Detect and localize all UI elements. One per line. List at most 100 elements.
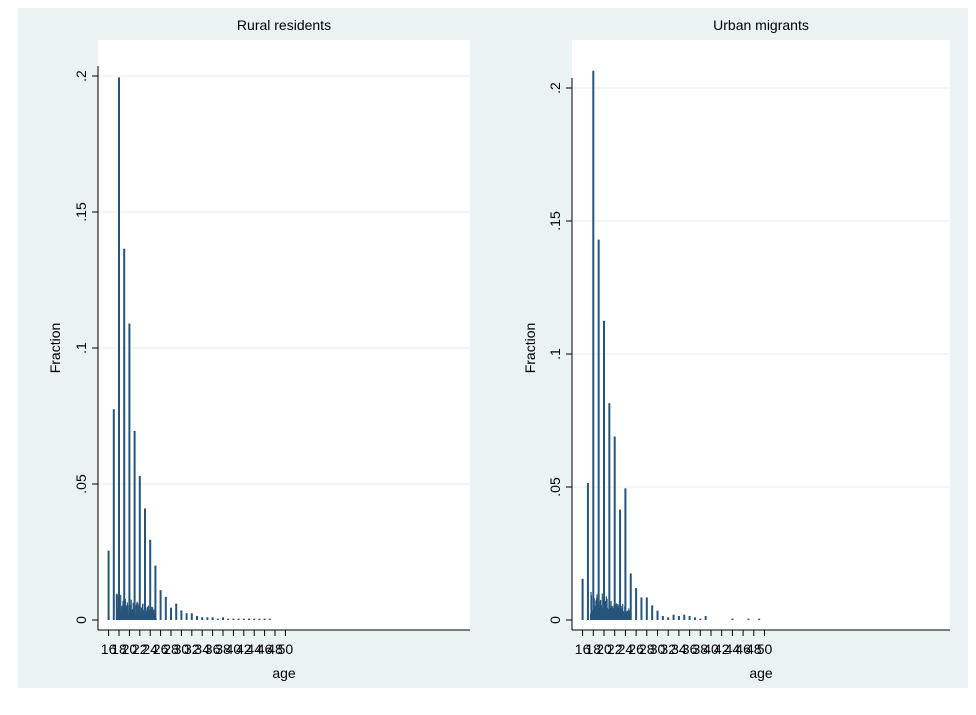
plot-area-urban [572, 40, 950, 630]
bar-age-39 [704, 616, 707, 620]
cluster-bar [595, 600, 597, 620]
grid-urban [572, 87, 950, 488]
x-tick-label: 24 [142, 641, 158, 657]
x-tick-label: 16 [575, 641, 591, 657]
bar-age-27 [640, 597, 643, 620]
cluster-bar [602, 608, 604, 620]
x-tick-label: 38 [215, 641, 231, 657]
cluster-bar [120, 594, 122, 620]
bar-age-20 [128, 323, 131, 620]
x-tick-label: 46 [257, 641, 273, 657]
x-tick-label: 36 [682, 641, 698, 657]
bar-age-18 [592, 70, 595, 620]
bar-age-45 [258, 618, 261, 620]
bar-age-23 [144, 508, 146, 620]
bar-age-46 [263, 618, 266, 620]
cluster-bar [151, 606, 153, 620]
y-tick-label: .2 [547, 82, 563, 94]
cluster-bar [141, 607, 143, 620]
y-axis-label-urban: Fraction [522, 323, 538, 374]
bar-age-40 [232, 618, 235, 620]
x-tick-label: 22 [132, 641, 148, 657]
bar-age-30 [656, 610, 659, 620]
bar-age-37 [216, 618, 219, 620]
bar-age-17 [112, 409, 115, 620]
x-tick-label: 28 [639, 641, 655, 657]
x-tick-label: 32 [660, 641, 676, 657]
bar-age-22 [613, 436, 616, 620]
cluster-bar [628, 610, 631, 620]
bar-age-42 [242, 618, 245, 620]
bar-age-16 [107, 550, 110, 620]
bar-age-21 [608, 403, 611, 620]
cluster-bar [145, 612, 148, 620]
bar-age-22 [138, 475, 141, 620]
cluster-bar [130, 599, 132, 620]
cluster-bar [628, 608, 630, 620]
y-tick-label: 0 [73, 616, 89, 624]
x-tick-label: 42 [236, 641, 252, 657]
panel-rural: Rural residents Fraction age 16182022242… [47, 17, 470, 681]
cluster-bar [116, 593, 118, 620]
bar-age-43 [248, 618, 250, 620]
x-tick-label: 38 [693, 641, 709, 657]
y-tick-label: .15 [73, 202, 89, 222]
bar-age-37 [693, 617, 696, 620]
bar-age-32 [190, 613, 193, 620]
bar-age-31 [185, 613, 188, 620]
bar-age-25 [154, 565, 157, 620]
x-tick-label: 30 [650, 641, 666, 657]
x-axis-label-rural: age [272, 665, 296, 681]
x-tick-label: 20 [122, 641, 138, 657]
x-tick-label: 28 [163, 641, 179, 657]
bar-age-33 [672, 614, 675, 620]
cluster-bar [117, 594, 119, 620]
bars-rural [107, 77, 271, 621]
bar-age-27 [164, 596, 167, 620]
x-tick-label: 48 [267, 641, 283, 657]
panel-title-rural: Rural residents [237, 17, 331, 33]
bar-age-32 [667, 617, 670, 620]
x-tick-label: 26 [153, 641, 169, 657]
bar-age-30 [180, 610, 183, 620]
bar-age-24 [149, 539, 152, 620]
bar-age-47 [747, 618, 750, 620]
panel-title-urban: Urban migrants [713, 17, 809, 33]
x-tick-label: 16 [101, 641, 117, 657]
y-tick-label: .1 [73, 342, 89, 354]
cluster-bar [617, 605, 619, 620]
y-tick-label: .15 [547, 211, 563, 231]
y-tick-label: .05 [73, 474, 89, 494]
cluster-bar [610, 601, 612, 620]
bar-age-29 [651, 605, 654, 620]
bar-age-26 [635, 588, 638, 620]
cluster-bar [147, 606, 149, 620]
bar-age-38 [699, 618, 702, 620]
y-tick-label: 0 [547, 616, 563, 624]
bar-age-29 [175, 603, 178, 620]
x-tick-label: 18 [111, 641, 127, 657]
bar-age-16 [581, 578, 584, 620]
bar-age-19 [123, 248, 126, 620]
bar-age-23 [619, 509, 622, 620]
panel-urban: Urban migrants Fraction age 161820222426… [522, 17, 950, 681]
x-tick-label: 44 [246, 641, 262, 657]
x-tick-label: 34 [194, 641, 210, 657]
grid-rural [98, 75, 470, 485]
bar-age-17 [586, 483, 589, 620]
bar-age-41 [237, 618, 240, 620]
cluster-bar [611, 606, 613, 620]
bar-age-18 [118, 77, 120, 621]
bar-age-21 [133, 430, 136, 620]
x-tick-label: 30 [174, 641, 190, 657]
cluster-bar [590, 595, 593, 620]
bar-age-34 [201, 617, 204, 620]
cluster-bar [596, 594, 598, 620]
cluster-bar [127, 604, 129, 620]
y-ticks-urban: 0 .05 .1 .15 .2 [547, 78, 573, 630]
x-tick-label: 20 [596, 641, 612, 657]
bar-age-34 [677, 616, 680, 620]
